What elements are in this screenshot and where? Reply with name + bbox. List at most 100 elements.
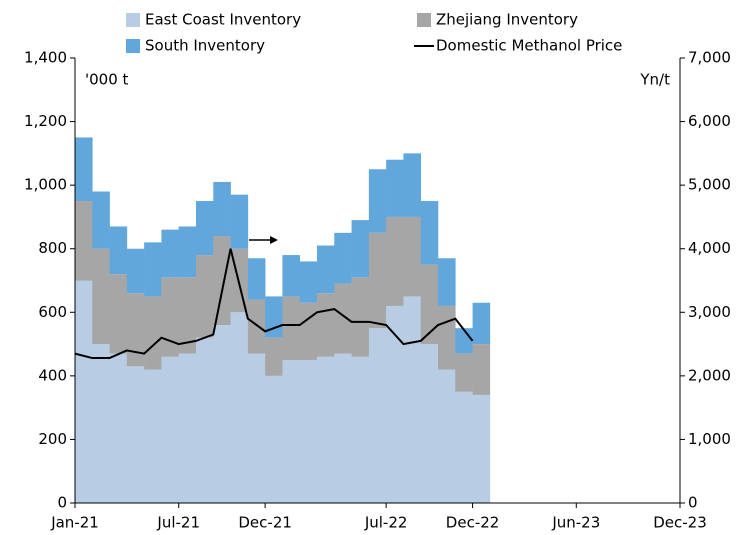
bar-segment [196,255,214,338]
bar-segment [351,356,370,503]
y2-tick-label: 2,000 [688,366,731,384]
bar-segment [334,232,352,284]
legend-label: South Inventory [145,37,265,55]
legend-label: Zhejiang Inventory [436,11,578,29]
legend-swatch [126,39,140,53]
bar-segment [455,328,473,354]
y2-tick-label: 4,000 [688,239,731,257]
bar-segment [420,264,439,345]
y-tick-label: 1,200 [24,112,67,130]
bar-segment [472,394,491,503]
bar-segment [403,153,422,217]
bar-segment [247,353,266,503]
bar-segment [144,296,162,370]
bar-segment [75,137,93,202]
y2-tick-label: 0 [688,494,698,512]
x-tick-label: Jan-21 [50,514,99,532]
bar-segment [247,299,266,354]
bar-segment [334,353,352,503]
bar-segment [265,296,283,338]
bar-segment [351,277,370,357]
bar-segment [282,255,301,297]
y2-tick-label: 3,000 [688,303,731,321]
x-tick-label: Jun-23 [551,514,600,532]
y2-tick-label: 7,000 [688,49,731,67]
bar-segment [351,220,370,278]
y2-unit-label: Yn/t [639,71,670,89]
y-tick-label: 400 [38,366,67,384]
bar-segment [213,236,231,325]
bar-segment [299,261,318,303]
x-tick-label: Dec-23 [653,514,707,532]
y-unit-label: '000 t [85,71,129,89]
bar-segment [438,305,456,370]
bar-segment [161,356,180,503]
bar-segment [438,258,456,306]
bar-segment [144,242,162,297]
bar-segment [368,169,387,233]
bar-segment [403,216,422,297]
bar-segment [109,274,128,354]
bar-segment [213,325,231,503]
x-tick-label: Dec-21 [238,514,292,532]
bar-segment [126,248,145,294]
bar-segment [317,356,335,503]
bar-segment [178,277,197,354]
bar-segment [92,248,110,345]
y-tick-label: 200 [38,430,67,448]
y-tick-label: 0 [57,494,67,512]
bar-segment [472,344,491,395]
bar-segment [196,201,214,256]
bar-segment [420,201,439,265]
bar-segment [317,293,335,357]
price-line [74,248,474,360]
bar-segment [109,226,128,275]
arrow-head [270,236,278,244]
bar-segment [92,191,110,249]
bar-segment [126,366,145,503]
bar-segment [455,353,473,392]
bar-segment [75,280,93,503]
bar-segment [75,201,93,281]
bar-segment [282,359,301,503]
y-tick-label: 600 [38,303,67,321]
x-tick-label: Dec-22 [446,514,500,532]
bar-segment [317,245,335,294]
bar-segment [386,159,404,217]
bar-segment [230,312,249,503]
y-tick-label: 800 [38,239,67,257]
bar-segment [455,391,473,503]
bar-segment [299,359,318,503]
y-tick-label: 1,000 [24,176,67,194]
bar-segment [368,328,387,503]
bar-segment [282,296,301,360]
bar-segment [247,258,266,300]
bar-segment [109,353,128,503]
bar-segment [472,302,491,345]
x-tick-label: Jul-21 [156,514,200,532]
bar-segment [386,216,404,306]
bar-segment [265,337,283,376]
bar-segment [144,369,162,503]
bar-segment [196,337,214,503]
bar-segment [438,369,456,503]
legend-label: Domestic Methanol Price [436,37,622,55]
bar-segment [161,229,180,278]
bar-segment [178,226,197,278]
bar-segment [299,302,318,360]
bar-segment [265,375,283,503]
y-tick-label: 1,400 [24,49,67,67]
bar-segment [403,296,422,503]
x-tick-label: Jul-22 [364,514,408,532]
y2-tick-label: 1,000 [688,430,731,448]
bar-segment [386,305,404,503]
bar-segment [420,344,439,503]
legend-label: East Coast Inventory [145,11,301,29]
y2-tick-label: 5,000 [688,176,731,194]
bar-segment [92,344,110,503]
bar-segment [178,353,197,503]
bar-segment [334,283,352,354]
bar-segment [368,232,387,329]
bar-segment [126,293,145,367]
bar-segment [230,194,249,249]
